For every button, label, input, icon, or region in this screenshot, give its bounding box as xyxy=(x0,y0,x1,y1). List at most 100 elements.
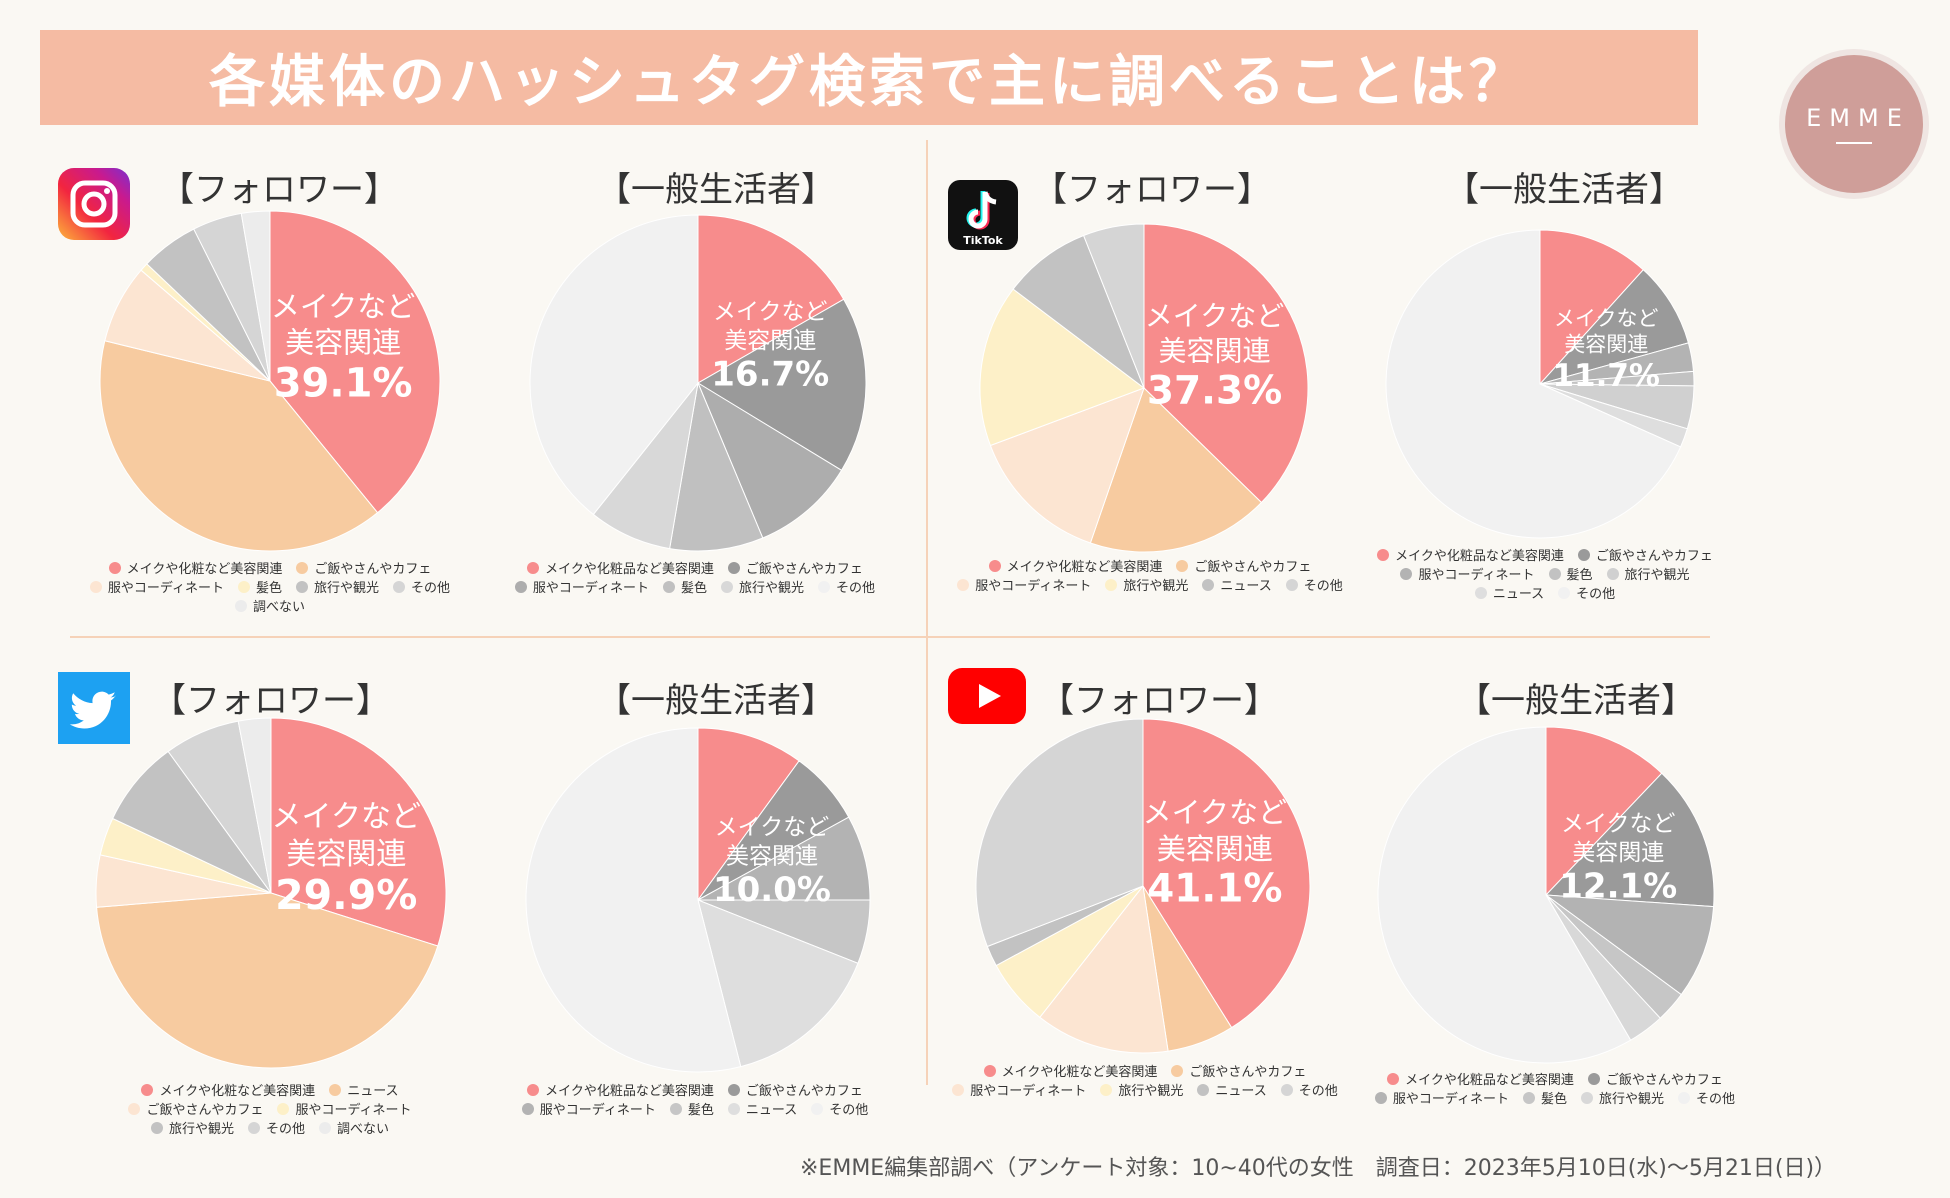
legend-swatch xyxy=(1387,1073,1400,1085)
legend-swatch xyxy=(128,1103,141,1115)
legend-item: 旅行や観光 xyxy=(1581,1090,1664,1109)
legend-label: その他 xyxy=(265,1122,305,1137)
pie-value-label: 39.1% xyxy=(274,361,413,407)
legend-swatch xyxy=(329,1084,342,1096)
pie-slice xyxy=(669,381,764,552)
legend-swatch xyxy=(1377,549,1390,561)
legend-item: 服やコーディネート xyxy=(89,579,224,598)
pie-value-label: 29.9% xyxy=(275,871,417,919)
legend-item: メイクや化粧など美容関連 xyxy=(988,558,1163,577)
legend-swatch xyxy=(1100,1084,1113,1096)
legend-swatch xyxy=(1400,568,1413,580)
tiktok-follower-legend: メイクや化粧など美容関連 ご飯やさんやカフェ服やコーディネート 旅行や観光 ニュース そ… xyxy=(930,558,1370,596)
legend-item: ご飯やさんやカフェ xyxy=(1587,1071,1723,1090)
legend-item: 服やコーディネート xyxy=(277,1101,412,1120)
tiktok-icon: TikTok xyxy=(948,180,1018,250)
legend-label: ニュース xyxy=(1220,579,1272,594)
legend-label: メイクや化粧品など美容関連 xyxy=(1405,1073,1574,1088)
legend-label: 服やコーディネート xyxy=(1392,1092,1510,1107)
pie-slice xyxy=(979,288,1146,447)
legend-item: 旅行や観光 xyxy=(1100,1082,1183,1101)
legend-label: ご飯やさんやカフェ xyxy=(1189,1065,1307,1080)
youtube-follower-legend: メイクや化粧など美容関連 ご飯やさんやカフェ服やコーディネート 旅行や観光 ニュース そ… xyxy=(940,1063,1350,1101)
legend-item: 旅行や観光 xyxy=(296,579,379,598)
legend-swatch xyxy=(108,562,121,574)
legend-label: メイクや化粧など美容関連 xyxy=(1001,1065,1158,1080)
logo-text: EMME xyxy=(1806,104,1910,132)
legend-item: 髪色 xyxy=(669,1101,714,1120)
legend-swatch xyxy=(663,581,676,593)
legend-swatch xyxy=(1606,568,1619,580)
legend-item: 旅行や観光 xyxy=(721,579,804,598)
legend-item: メイクや化粧など美容関連 xyxy=(141,1082,315,1101)
twitter-follower-legend: メイクや化粧など美容関連 ニュースご飯やさんやカフェ 服やコーディネート旅行や観光 そ… xyxy=(80,1082,460,1139)
pie-category-label: 美容関連 xyxy=(286,837,406,872)
pie-value-label: 10.0% xyxy=(713,870,831,910)
legend-swatch xyxy=(983,1065,996,1077)
legend-item: その他 xyxy=(1558,585,1615,604)
pie-category-label: メイクなど xyxy=(1145,300,1284,333)
legend-swatch xyxy=(150,1122,163,1134)
legend-item: ご飯やさんやカフェ xyxy=(727,1082,863,1101)
pie-slice xyxy=(697,214,845,384)
legend-item: 服やコーディネート xyxy=(514,579,650,598)
legend-label: 髪色 xyxy=(1566,568,1593,583)
pie-slice xyxy=(1544,772,1715,908)
legend-swatch xyxy=(721,581,734,593)
twitter-follower-title: 【フォロワー】 xyxy=(152,681,390,721)
legend-label: 髪色 xyxy=(687,1103,714,1118)
legend-swatch xyxy=(1558,587,1571,599)
legend-item: 服やコーディネート xyxy=(1374,1090,1510,1109)
legend-item: 服やコーディネート xyxy=(1400,566,1535,585)
pie-slice xyxy=(975,718,1144,948)
twitter-general-title: 【一般生活者】 xyxy=(597,681,835,721)
legend-label: 髪色 xyxy=(681,581,708,596)
legend-label: 服やコーディネート xyxy=(1418,568,1535,583)
legend-label: その他 xyxy=(411,581,451,596)
legend-item: メイクや化粧品など美容関連 xyxy=(527,1082,714,1101)
legend-label: 髪色 xyxy=(256,581,283,596)
legend-label: その他 xyxy=(836,581,876,596)
legend-swatch xyxy=(1474,587,1487,599)
legend-swatch xyxy=(1171,1065,1184,1077)
legend-item: 髪色 xyxy=(663,579,707,598)
legend-label: その他 xyxy=(1576,587,1616,602)
legend-item: メイクや化粧品など美容関連 xyxy=(1377,547,1564,566)
legend-label: 旅行や観光 xyxy=(168,1122,234,1137)
legend-label: 旅行や観光 xyxy=(1599,1092,1665,1107)
legend-swatch xyxy=(319,1122,331,1134)
pie-slice xyxy=(1539,229,1644,386)
legend-item: ニュース xyxy=(1197,1082,1267,1101)
legend-item: 髪色 xyxy=(1548,566,1593,585)
legend-item: その他 xyxy=(818,579,875,598)
legend-label: 服やコーディネート xyxy=(532,581,650,596)
pie-slice xyxy=(1142,718,1311,1029)
legend-swatch xyxy=(811,1103,824,1115)
legend-item: ご飯やさんやカフェ xyxy=(727,560,863,579)
legend-item: ご飯やさんやカフェ xyxy=(128,1101,263,1120)
legend-label: ご飯やさんやカフェ xyxy=(745,1084,863,1099)
youtube-general-legend: メイクや化粧品など美容関連 ご飯やさんやカフェ服やコーディネート 髪色 旅行や観光 その… xyxy=(1345,1071,1765,1109)
legend-swatch xyxy=(1285,579,1298,591)
legend-swatch xyxy=(952,1084,965,1096)
instagram-icon xyxy=(58,168,130,240)
pie-slice xyxy=(529,214,699,516)
legend-item: メイクや化粧など美容関連 xyxy=(983,1063,1158,1082)
pie-category-label: 美容関連 xyxy=(726,843,818,869)
pie-category-label: 美容関連 xyxy=(1157,832,1273,866)
legend-label: ご飯やさんやカフェ xyxy=(1605,1073,1723,1088)
legend-swatch xyxy=(527,562,540,574)
legend-swatch xyxy=(1587,1073,1600,1085)
pie-category-label: 美容関連 xyxy=(1572,840,1664,866)
pie-slice xyxy=(1544,894,1715,996)
legend-label: 服やコーディネート xyxy=(539,1103,656,1118)
instagram-general-title: 【一般生活者】 xyxy=(597,170,835,210)
legend-item: その他 xyxy=(393,579,450,598)
vertical-divider xyxy=(926,140,928,1085)
legend-label: メイクや化粧など美容関連 xyxy=(1006,560,1163,575)
legend-swatch xyxy=(89,581,102,593)
pie-slice xyxy=(525,727,742,1073)
